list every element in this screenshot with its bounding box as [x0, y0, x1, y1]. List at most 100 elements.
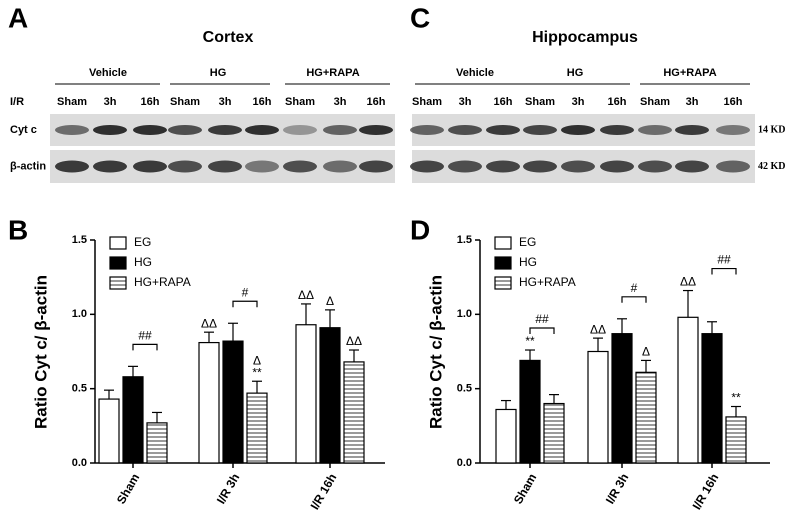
size-label: 14 KD: [758, 124, 786, 135]
bar: [587, 350, 609, 464]
group-label: Vehicle: [456, 67, 494, 79]
significance-label: ΔΔ: [298, 288, 314, 302]
band: [561, 125, 595, 135]
legend-label: EG: [134, 235, 151, 249]
legend-swatch: [109, 236, 127, 250]
lane-label: 3h: [104, 96, 117, 108]
band: [486, 160, 520, 173]
band: [523, 160, 557, 173]
band: [448, 160, 482, 173]
x-tick-label: I/R 3h: [603, 471, 631, 506]
band: [638, 160, 672, 173]
band: [55, 125, 89, 135]
size-label: 42 KD: [758, 161, 786, 172]
band: [133, 125, 167, 135]
band: [208, 160, 242, 173]
significance-label: ΔΔ: [590, 322, 606, 336]
bar: [222, 340, 244, 464]
bar: [246, 392, 268, 464]
x-tick-label: Sham: [114, 471, 142, 506]
band: [168, 125, 202, 135]
x-tick-label: I/R 16h: [308, 471, 340, 512]
band: [283, 160, 317, 173]
panel-title: Hippocampus: [532, 29, 638, 46]
bar: [146, 422, 168, 464]
significance-label: **: [252, 365, 262, 379]
panel-title: Cortex: [203, 29, 254, 46]
band: [716, 160, 750, 173]
significance-label: ΔΔ: [346, 334, 362, 348]
bracket: [132, 343, 158, 351]
band: [675, 160, 709, 173]
y-tick-label: 0.5: [72, 383, 87, 395]
bracket-label: #: [631, 281, 638, 295]
lane-label: 16h: [494, 96, 513, 108]
significance-label: ΔΔ: [680, 275, 696, 289]
band: [133, 160, 167, 173]
x-tick-label: I/R 3h: [214, 471, 242, 506]
legend-swatch: [109, 256, 127, 270]
group-label: HG+RAPA: [663, 67, 716, 79]
bar: [519, 359, 541, 464]
bar: [495, 408, 517, 464]
band: [638, 125, 672, 135]
panel-letter: B: [8, 214, 28, 245]
band: [486, 125, 520, 135]
band: [359, 160, 393, 173]
band: [561, 160, 595, 173]
band: [93, 125, 127, 135]
lane-label: 16h: [367, 96, 386, 108]
group-label: HG: [210, 67, 227, 79]
lane-label: Sham: [57, 96, 87, 108]
y-tick-label: 1.0: [72, 308, 87, 320]
group-label: HG+RAPA: [306, 67, 359, 79]
panel-letter: C: [410, 2, 430, 33]
significance-label: Δ: [642, 345, 650, 359]
bar: [122, 376, 144, 464]
legend-label: HG: [134, 255, 152, 269]
bar: [543, 402, 565, 464]
bar: [98, 398, 120, 464]
bar: [198, 341, 220, 464]
lane-label: Sham: [640, 96, 670, 108]
y-tick-label: 0.0: [457, 457, 472, 469]
band: [410, 125, 444, 135]
bar: [319, 327, 341, 464]
bracket: [529, 327, 555, 335]
bracket-label: ##: [535, 312, 549, 326]
band: [55, 160, 89, 173]
bar: [635, 371, 657, 464]
band: [600, 160, 634, 173]
legend-swatch: [494, 236, 512, 250]
lane-label: Sham: [412, 96, 442, 108]
band: [675, 125, 709, 135]
group-label: Vehicle: [89, 67, 127, 79]
y-tick-label: 1.5: [457, 234, 472, 246]
significance-label: **: [731, 391, 741, 405]
bracket: [711, 267, 737, 275]
band: [359, 125, 393, 135]
y-axis-label: Ratio Cyt c/ β-actin: [426, 275, 445, 429]
lane-label: 16h: [253, 96, 272, 108]
lane-label: 16h: [141, 96, 160, 108]
lane-label: Sham: [525, 96, 555, 108]
lane-label: 3h: [686, 96, 699, 108]
y-tick-label: 1.5: [72, 234, 87, 246]
row-label: Cyt c: [10, 124, 37, 136]
legend-label: HG+RAPA: [519, 275, 576, 289]
bar: [343, 361, 365, 464]
legend-label: EG: [519, 235, 536, 249]
band: [245, 160, 279, 173]
significance-label: Δ: [253, 353, 261, 367]
x-tick-label: I/R 16h: [690, 471, 722, 512]
band: [410, 160, 444, 173]
legend-label: HG: [519, 255, 537, 269]
significance-label: **: [525, 334, 535, 348]
lane-label: 3h: [459, 96, 472, 108]
lane-label: 16h: [608, 96, 627, 108]
band: [323, 160, 357, 173]
band: [245, 125, 279, 135]
bar: [725, 416, 747, 464]
y-tick-label: 0.0: [72, 457, 87, 469]
